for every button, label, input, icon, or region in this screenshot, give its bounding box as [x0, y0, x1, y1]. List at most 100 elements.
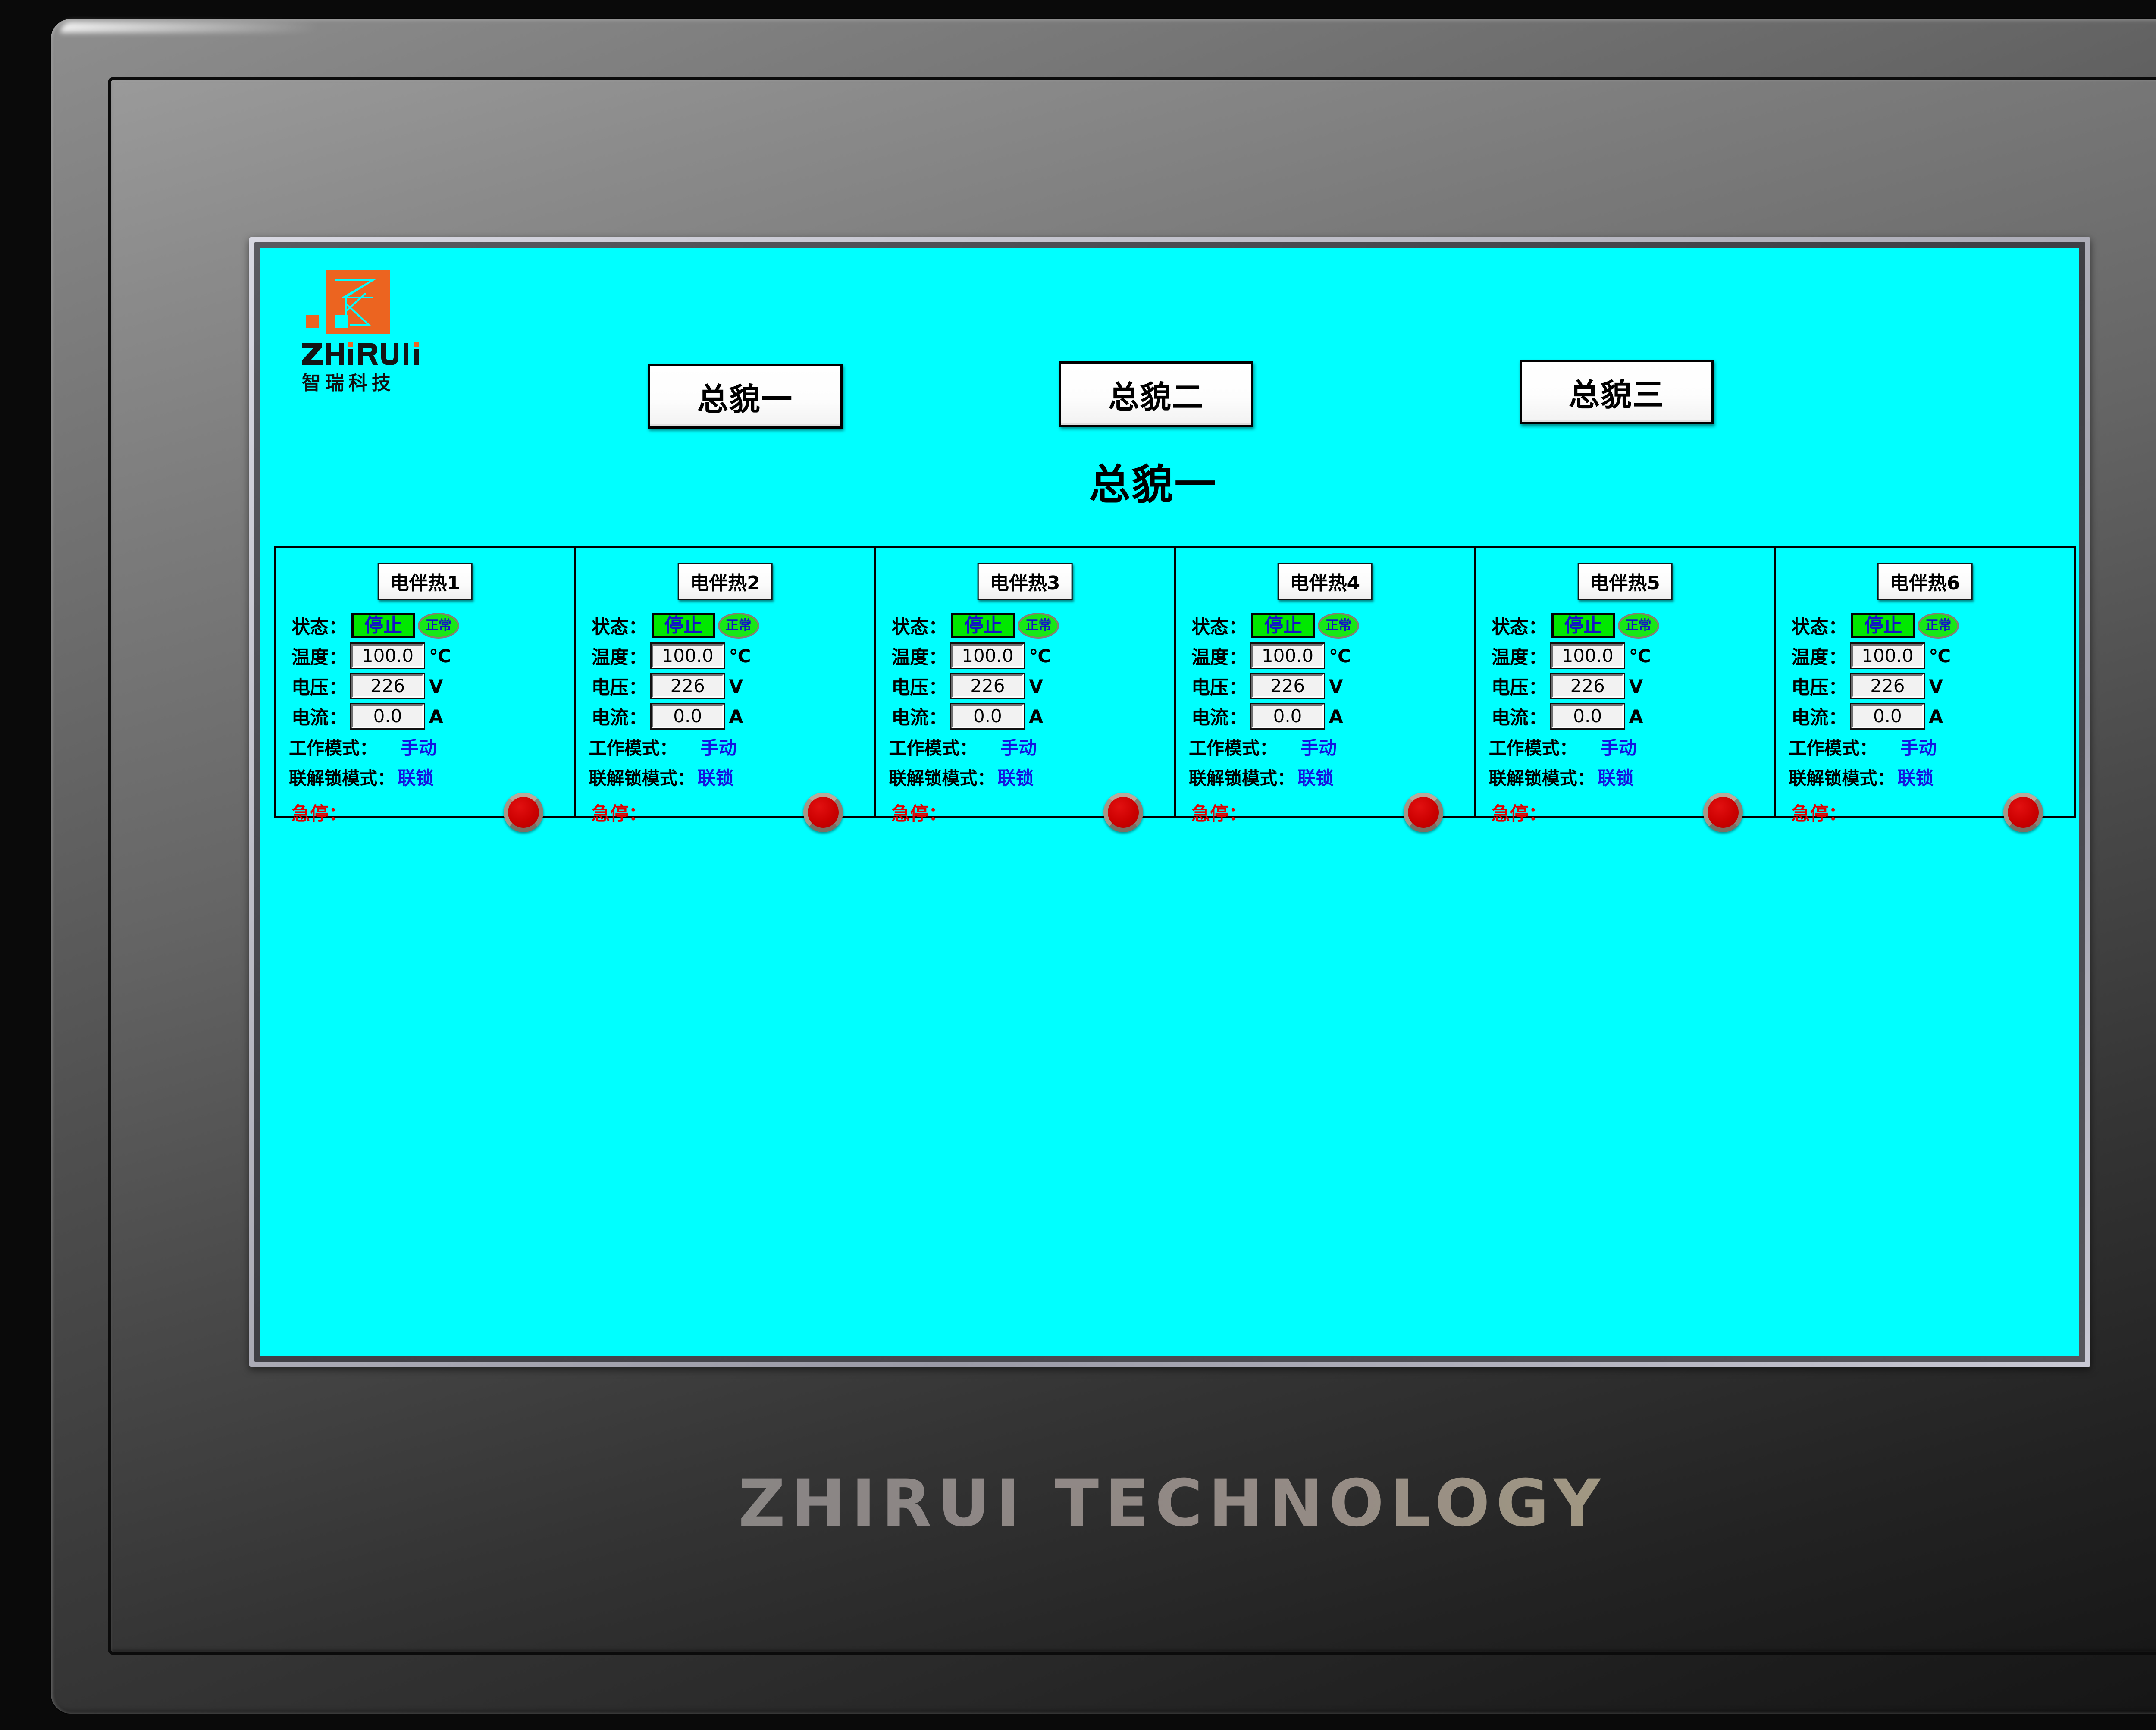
status-label-4: 状态：	[1191, 617, 1247, 638]
current-value-box-3[interactable]: 0.0	[950, 703, 1025, 730]
alarm-indicator-label-5: 正常	[1625, 618, 1651, 633]
temperature-label-3: 温度：	[891, 647, 947, 668]
channel-panel-3: 电伴热3 状态： 停止 正常 温度： 100.0 ℃ 电压： 226 V 电流： 0.0 A 工作模式： 手…	[876, 548, 1176, 832]
channel-panel-1: 电伴热1 状态： 停止 正常 温度： 100.0 ℃ 电压： 226 V 电流： 0.0 A 工作模式： 手…	[276, 548, 576, 832]
work-mode-label-6: 工作模式：	[1789, 738, 1877, 758]
page-title: 总貌一	[1089, 461, 1217, 509]
nav-overview-2[interactable]: 总貌二	[1059, 361, 1253, 427]
channel-grid: 电伴热1 状态： 停止 正常 温度： 100.0 ℃ 电压： 226 V 电流： 0.0 A 工作模式： 手…	[274, 546, 2076, 832]
voltage-value-box-4[interactable]: 226	[1250, 673, 1326, 699]
channel-title-button-4[interactable]: 电伴热4	[1277, 563, 1373, 600]
work-mode-value-6[interactable]: 手动	[1900, 737, 1937, 758]
channel-title-button-1[interactable]: 电伴热1	[377, 563, 473, 600]
estop-button-2[interactable]	[803, 793, 843, 832]
channel-title-button-3[interactable]: 电伴热3	[977, 563, 1073, 600]
channel-title-1: 电伴热1	[390, 572, 461, 594]
alarm-indicator-6[interactable]: 正常	[1918, 613, 1959, 639]
work-mode-value-2[interactable]: 手动	[700, 737, 737, 758]
interlock-mode-label-1: 联解锁模式：	[289, 768, 395, 789]
channel-title-button-6[interactable]: 电伴热6	[1877, 563, 1973, 600]
interlock-mode-value-5[interactable]: 联锁	[1597, 767, 1634, 789]
current-value-box-5[interactable]: 0.0	[1550, 703, 1625, 730]
temperature-value-box-1[interactable]: 100.0	[350, 642, 425, 669]
work-mode-value-1[interactable]: 手动	[401, 737, 437, 758]
temperature-value-box-4[interactable]: 100.0	[1250, 642, 1326, 669]
temperature-value-box-5[interactable]: 100.0	[1550, 642, 1625, 669]
voltage-value-box-1[interactable]: 226	[350, 673, 425, 699]
nav-overview-1[interactable]: 总貌一	[648, 364, 843, 429]
status-value-box-3[interactable]: 停止	[951, 613, 1015, 638]
channel-title-button-5[interactable]: 电伴热5	[1577, 563, 1673, 600]
alarm-indicator-1[interactable]: 正常	[418, 613, 459, 639]
alarm-indicator-2[interactable]: 正常	[718, 613, 759, 639]
status-value-box-2[interactable]: 停止	[651, 613, 715, 638]
voltage-label-2: 电压：	[591, 677, 647, 699]
voltage-unit-5: V	[1629, 675, 1643, 697]
interlock-mode-value-3[interactable]: 联锁	[997, 767, 1034, 789]
estop-button-5[interactable]	[1703, 793, 1743, 832]
channel-title-4: 电伴热4	[1290, 572, 1360, 594]
alarm-indicator-label-2: 正常	[725, 618, 752, 633]
current-value-4: 0.0	[1273, 705, 1302, 727]
alarm-indicator-5[interactable]: 正常	[1617, 613, 1659, 639]
interlock-mode-value-6[interactable]: 联锁	[1897, 767, 1934, 789]
estop-button-3[interactable]	[1103, 793, 1144, 832]
voltage-value-5: 226	[1570, 675, 1605, 696]
status-value-box-6[interactable]: 停止	[1851, 613, 1915, 638]
alarm-indicator-label-4: 正常	[1326, 618, 1352, 633]
interlock-mode-label-6: 联解锁模式：	[1789, 768, 1895, 789]
current-value-box-6[interactable]: 0.0	[1850, 703, 1925, 730]
temperature-value-box-2[interactable]: 100.0	[650, 642, 725, 669]
interlock-mode-value-1[interactable]: 联锁	[398, 767, 434, 789]
temperature-value-box-6[interactable]: 100.0	[1850, 642, 1925, 669]
hmi-screen: 智瑞科技 总貌一 总貌二 总貌三 总貌一 电伴热1 状态： 停止 正常 温度： 100.0…	[260, 248, 2079, 1356]
status-label-3: 状态：	[891, 617, 947, 638]
current-unit-3: A	[1029, 705, 1043, 727]
voltage-value-box-6[interactable]: 226	[1850, 673, 1925, 699]
estop-button-6[interactable]	[2003, 793, 2043, 832]
voltage-value-6: 226	[1870, 675, 1905, 696]
interlock-mode-row-3: 联解锁模式： 联锁	[876, 762, 1174, 792]
voltage-value-box-2[interactable]: 226	[650, 673, 725, 699]
work-mode-label-3: 工作模式：	[889, 738, 978, 758]
alarm-indicator-4[interactable]: 正常	[1318, 613, 1360, 639]
work-mode-value-4[interactable]: 手动	[1300, 737, 1337, 758]
current-value-box-1[interactable]: 0.0	[350, 703, 425, 730]
voltage-value-box-5[interactable]: 226	[1550, 673, 1625, 699]
estop-button-1[interactable]	[503, 793, 543, 832]
nav-overview-3[interactable]: 总貌三	[1520, 360, 1714, 424]
nav-overview-3-label: 总貌三	[1568, 376, 1664, 413]
current-label-5: 电流：	[1491, 707, 1547, 729]
status-value-1: 停止	[364, 614, 402, 636]
temperature-value-box-3[interactable]: 100.0	[950, 642, 1025, 669]
temperature-row-4: 温度： 100.0 ℃	[1176, 641, 1474, 671]
estop-row-1: 急停：	[276, 792, 574, 833]
channel-rows-4: 状态： 停止 正常 温度： 100.0 ℃ 电压： 226 V 电流： 0.0 A 工作模式： 手动 联解锁…	[1176, 611, 1474, 833]
status-value-box-5[interactable]: 停止	[1551, 613, 1615, 638]
status-value-box-4[interactable]: 停止	[1251, 613, 1316, 638]
interlock-mode-value-4[interactable]: 联锁	[1297, 767, 1334, 789]
voltage-label-4: 电压：	[1191, 677, 1247, 699]
status-label-5: 状态：	[1491, 617, 1547, 638]
status-row-2: 状态： 停止 正常	[576, 611, 874, 641]
temperature-label-1: 温度：	[291, 647, 347, 668]
current-value-box-2[interactable]: 0.0	[650, 703, 725, 730]
current-value-6: 0.0	[1873, 705, 1902, 727]
current-unit-4: A	[1329, 705, 1343, 727]
logo-wordmark	[301, 342, 426, 366]
logo-accent-dot	[306, 315, 319, 328]
temperature-value-3: 100.0	[962, 645, 1014, 666]
status-value-box-1[interactable]: 停止	[351, 613, 415, 638]
voltage-value-4: 226	[1270, 675, 1305, 696]
work-mode-value-5[interactable]: 手动	[1600, 737, 1637, 758]
alarm-indicator-3[interactable]: 正常	[1018, 613, 1059, 639]
temperature-unit-3: ℃	[1029, 645, 1051, 667]
channel-title-button-2[interactable]: 电伴热2	[677, 563, 773, 600]
interlock-mode-value-2[interactable]: 联锁	[697, 767, 734, 789]
voltage-row-4: 电压： 226 V	[1176, 671, 1474, 701]
current-value-box-4[interactable]: 0.0	[1250, 703, 1326, 730]
work-mode-value-3[interactable]: 手动	[1000, 737, 1037, 758]
temperature-unit-2: ℃	[729, 645, 751, 667]
voltage-value-box-3[interactable]: 226	[950, 673, 1025, 699]
estop-button-4[interactable]	[1403, 793, 1443, 832]
